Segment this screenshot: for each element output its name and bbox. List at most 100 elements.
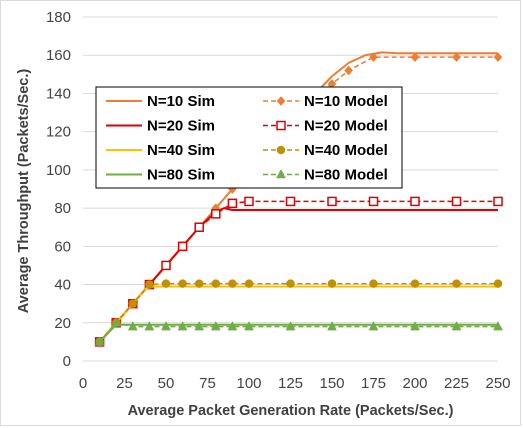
x-tick-label: 175 [361, 375, 386, 392]
legend-item: N=80 Model [263, 167, 388, 184]
x-tick-label: 0 [79, 375, 87, 392]
data-point [177, 241, 188, 252]
legend-item: N=40 Model [263, 142, 388, 159]
data-point [452, 52, 461, 63]
legend-item: N=10 Model [263, 93, 388, 110]
y-tick-label: 140 [46, 85, 71, 102]
data-point [369, 52, 378, 63]
data-point [285, 196, 296, 207]
data-point [493, 321, 503, 331]
legend-marker [276, 145, 286, 155]
data-point [410, 321, 420, 331]
data-point [145, 280, 154, 289]
data-point [244, 279, 254, 288]
data-point [161, 321, 171, 331]
y-tick-label: 80 [54, 200, 71, 217]
data-point [227, 321, 238, 331]
axes: 0 20 40 60 80 100 120 140 160 180 0 25 50 75 100 125 150… [46, 9, 511, 392]
data-point [228, 279, 237, 288]
data-point [111, 317, 122, 327]
data-point [144, 321, 155, 331]
x-tick-label: 100 [236, 375, 261, 392]
legend-item: N=40 Sim [106, 142, 215, 159]
data-point [177, 321, 188, 331]
data-point [194, 222, 204, 232]
legend-marker [276, 96, 286, 106]
legend-item: N=80 Sim [106, 167, 215, 184]
data-point [210, 321, 221, 331]
y-tick-label: 100 [46, 162, 71, 179]
series-line [99, 282, 498, 343]
legend-item: N=20 Sim [106, 118, 215, 135]
legend-item: N=20 Model [263, 118, 388, 135]
series-n-20-sim [98, 207, 498, 343]
y-tick-label: 0 [63, 353, 71, 370]
data-point [194, 321, 205, 331]
legend-label: N=10 Model [304, 93, 388, 110]
x-tick-label: 200 [402, 375, 427, 392]
y-tick-label: 40 [54, 277, 71, 294]
legend-box [95, 86, 403, 189]
data-point [410, 52, 420, 63]
data-point [344, 65, 353, 76]
data-point [451, 196, 462, 207]
series-line [99, 200, 498, 343]
legend: N=10 Sim N=10 Model N=20 Sim N=20 Model N=40… [95, 86, 403, 189]
data-point [178, 279, 187, 288]
legend-label: N=20 Sim [147, 118, 215, 135]
legend-label: N=40 Sim [147, 142, 215, 159]
data-point [327, 279, 337, 288]
data-point [161, 260, 171, 271]
x-tick-label: 25 [116, 375, 133, 392]
series-n-20-model [94, 196, 503, 347]
y-tick-label: 20 [54, 315, 71, 332]
data-point [244, 321, 254, 331]
series-line [99, 322, 498, 343]
data-point [369, 279, 378, 288]
legend-label: N=80 Model [304, 167, 388, 184]
data-point [410, 196, 420, 207]
x-tick-label: 250 [485, 375, 510, 392]
data-point [127, 321, 138, 331]
data-point [128, 299, 138, 308]
x-tick-label: 75 [199, 375, 216, 392]
legend-label: N=20 Model [304, 118, 388, 135]
legend-item: N=10 Sim [106, 93, 215, 110]
data-point [211, 279, 221, 288]
data-point [94, 336, 105, 346]
series-layer [94, 51, 503, 347]
data-point [286, 279, 295, 288]
data-point [285, 321, 296, 331]
series-n-40-model [95, 279, 503, 347]
data-point [493, 196, 503, 207]
data-point [244, 196, 254, 207]
series-n-40-sim [98, 285, 498, 343]
data-point [493, 279, 503, 288]
data-point [161, 279, 171, 288]
data-point [194, 279, 204, 288]
legend-marker [276, 168, 286, 179]
data-point [452, 279, 461, 288]
y-tick-label: 120 [46, 124, 71, 141]
data-point [327, 321, 337, 331]
y-tick-label: 160 [46, 47, 71, 64]
series-n-80-model [94, 317, 503, 346]
series-line [98, 285, 498, 343]
x-axis-title: Average Packet Generation Rate (Packets/… [128, 403, 454, 419]
x-tick-label: 225 [444, 375, 469, 392]
data-point [227, 198, 238, 209]
legend-label: N=40 Model [304, 142, 388, 159]
data-point [410, 279, 420, 288]
legend-label: N=10 Sim [147, 93, 215, 110]
x-tick-label: 125 [278, 375, 303, 392]
y-tick-label: 60 [54, 238, 71, 255]
x-tick-label: 50 [158, 375, 175, 392]
series-line [98, 207, 498, 343]
data-point [327, 196, 337, 207]
data-point [368, 196, 379, 207]
y-axis-title: Average Throughput (Packets/Sec.) [16, 69, 32, 314]
data-point [211, 209, 221, 219]
y-tick-label: 180 [46, 9, 71, 26]
